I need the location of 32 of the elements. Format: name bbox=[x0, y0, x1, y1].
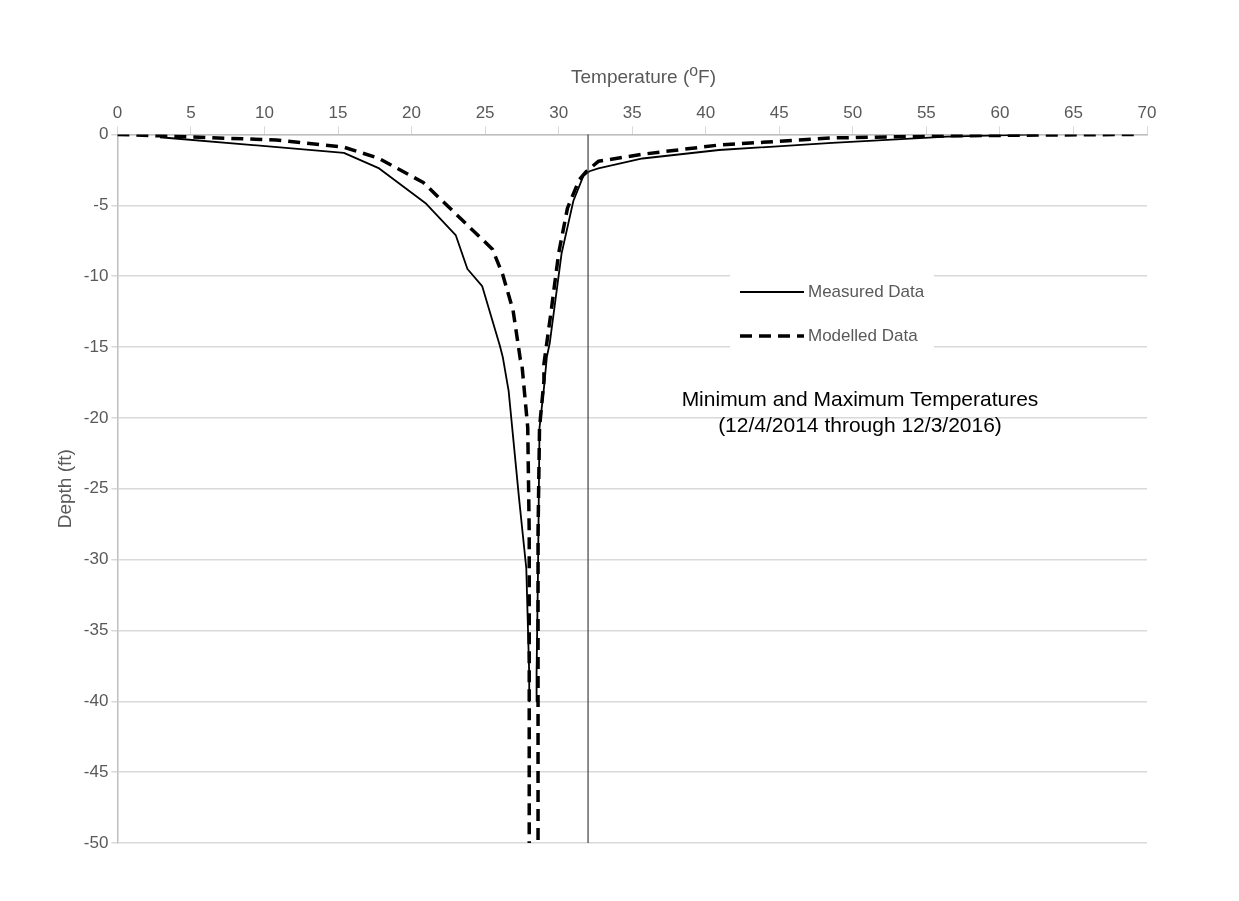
y-axis-title: Depth (ft) bbox=[53, 449, 75, 529]
line-series bbox=[536, 134, 1136, 843]
x-tick-label: 5 bbox=[186, 102, 196, 122]
x-tick-label: 55 bbox=[916, 102, 936, 122]
y-tick-label: -40 bbox=[83, 690, 109, 710]
x-tick-label: 25 bbox=[475, 102, 495, 122]
x-tick-label: 15 bbox=[328, 102, 348, 122]
x-tick-label: 70 bbox=[1137, 102, 1157, 122]
annotation: Minimum and Maximum Temperatures (12/4/2014 through 12/3/2016) bbox=[680, 386, 1040, 438]
x-tick-label: 45 bbox=[769, 102, 789, 122]
x-tick-label: 60 bbox=[990, 102, 1010, 122]
x-tick-label: 10 bbox=[255, 102, 274, 122]
y-tick-label: -15 bbox=[83, 336, 109, 356]
x-tick-label: 65 bbox=[1063, 102, 1083, 122]
x-tick-label: 30 bbox=[549, 102, 569, 122]
legend-label: Measured Data bbox=[808, 282, 925, 302]
y-tick-label: -35 bbox=[83, 620, 109, 640]
x-tick-label: 40 bbox=[696, 102, 716, 122]
x-axis-title: Temperature ($^{o}$F) bbox=[570, 62, 717, 89]
x-tick-label: 50 bbox=[843, 102, 863, 122]
x-tick-label: 20 bbox=[402, 102, 422, 122]
x-tick-label: 0 bbox=[112, 102, 123, 122]
y-tick-label: -5 bbox=[93, 194, 109, 214]
y-tick-label: -10 bbox=[83, 265, 109, 285]
y-tick-label: -20 bbox=[83, 407, 109, 427]
legend-label: Modelled Data bbox=[808, 326, 918, 346]
y-tick-label: -25 bbox=[83, 478, 109, 498]
y-tick-label: -30 bbox=[83, 549, 109, 569]
x-tick-label: 35 bbox=[622, 102, 642, 122]
y-tick-label: 0 bbox=[98, 124, 109, 144]
y-tick-label: -45 bbox=[83, 761, 109, 781]
y-tick-label: -50 bbox=[83, 832, 109, 852]
